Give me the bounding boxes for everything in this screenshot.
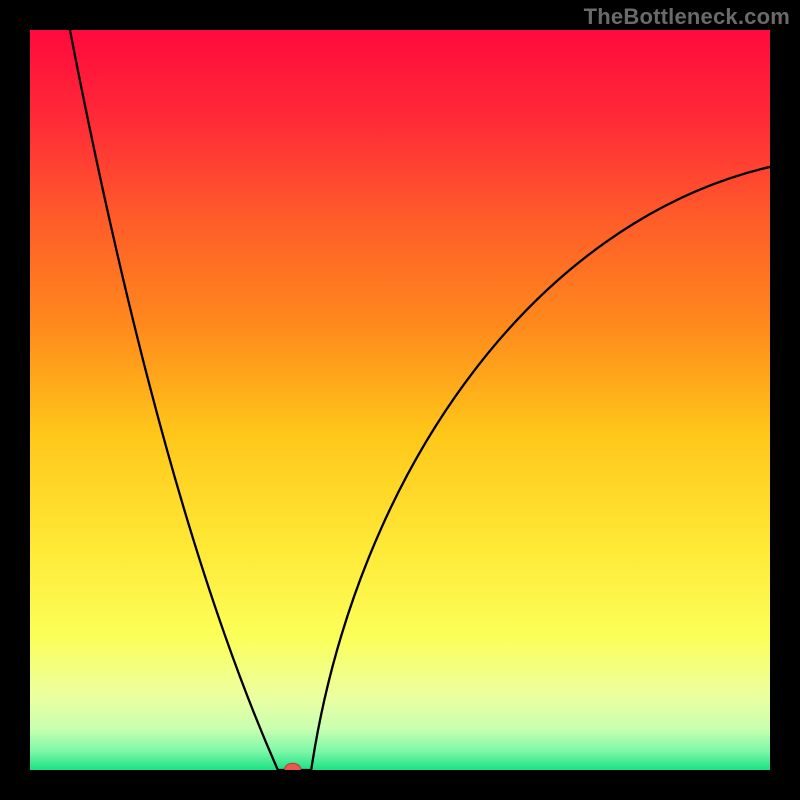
gradient-background xyxy=(30,30,770,770)
plot-area xyxy=(30,30,770,770)
plot-svg xyxy=(30,30,770,770)
watermark-text: TheBottleneck.com xyxy=(584,4,790,30)
figure-frame: TheBottleneck.com xyxy=(0,0,800,800)
